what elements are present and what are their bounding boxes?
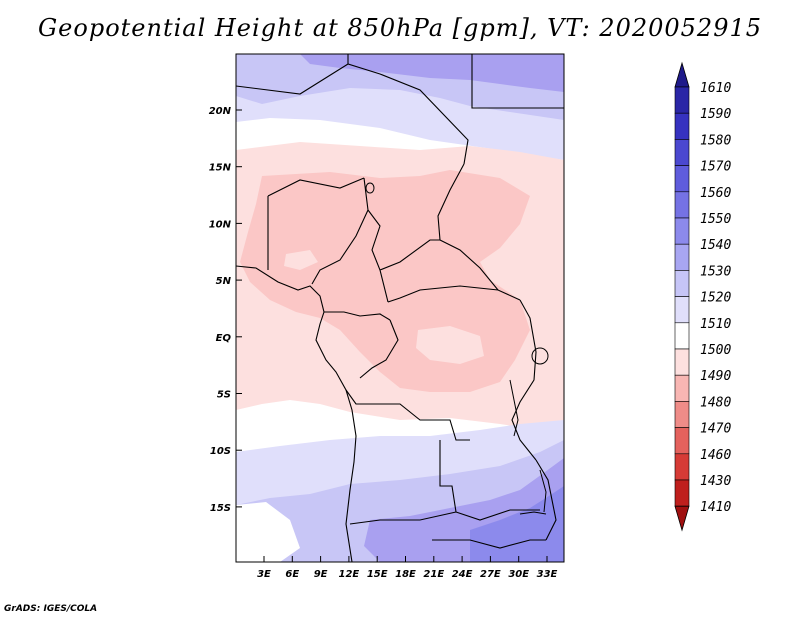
coast-west-africa <box>236 265 357 562</box>
field-north-1530 <box>300 54 564 92</box>
field-south-1540 <box>470 486 564 562</box>
colorbar-segment <box>674 270 690 297</box>
lon-label: 24E <box>452 569 473 580</box>
field-central-1490-hole2 <box>284 250 318 270</box>
colorbar-segment <box>674 86 690 114</box>
border-cameroon-gabon <box>324 311 391 321</box>
lon-label: 3E <box>257 569 271 580</box>
border-chad-cameroon <box>367 209 389 303</box>
lat-label: 10S <box>210 446 231 457</box>
colorbar-segment <box>674 401 690 428</box>
height-field <box>236 54 564 562</box>
lat-label: 5N <box>216 276 232 287</box>
lon-label: 33E <box>537 569 558 580</box>
lake-victoria <box>531 347 549 365</box>
colorbar-segment <box>674 322 690 350</box>
map-frame <box>235 53 565 563</box>
lon-label: 30E <box>508 569 529 580</box>
border-car-north <box>379 239 440 271</box>
colorbar-segment <box>674 139 690 166</box>
border-southern <box>432 539 546 549</box>
border-congo-drc <box>359 319 399 379</box>
border-car-south <box>387 285 521 303</box>
colorbar-segment <box>674 374 690 402</box>
colorbar-label: 1550 <box>700 212 731 227</box>
colorbar-label: 1480 <box>700 395 731 410</box>
border-east-africa <box>511 299 537 461</box>
lat-label: 10N <box>209 219 232 230</box>
border-nigeria-cameroon <box>311 177 369 285</box>
latitude-axis: 20N 15N 10N 5N EQ 5S 10S 15S <box>209 106 242 514</box>
colorbar-label: 1410 <box>700 500 731 515</box>
border-algeria-niger <box>236 63 469 165</box>
colorbar-segment <box>674 296 690 324</box>
lon-label: 9E <box>314 569 328 580</box>
coastline <box>236 265 357 562</box>
colorbar-segment <box>674 348 690 376</box>
lat-label: 15S <box>210 503 231 514</box>
border-zambia-zimbabwe <box>455 509 540 521</box>
border-angola-zambia <box>439 440 457 513</box>
lat-label: 20N <box>209 106 232 117</box>
colorbar-label: 1560 <box>700 186 731 201</box>
colorbar-segment <box>674 165 690 193</box>
colorbar-segment <box>674 243 690 271</box>
field-central-1490-hole <box>416 326 484 364</box>
lakes <box>365 182 549 515</box>
grads-credit: GrADS: IGES/COLA <box>4 604 98 614</box>
colorbar-label: 1500 <box>700 343 731 358</box>
colorbar-label: 1430 <box>700 474 731 489</box>
colorbar-label: 1580 <box>700 133 731 148</box>
lon-label: 15E <box>367 569 388 580</box>
colorbar-label: 1590 <box>700 107 731 122</box>
colorbar-segment <box>674 479 690 507</box>
field-south-1500-patch <box>236 502 300 562</box>
colorbar-label: 1510 <box>700 317 731 332</box>
colorbar-label: 1470 <box>700 422 731 437</box>
colorbar-label: 1610 <box>700 81 731 96</box>
colorbar-bottom-arrow <box>674 505 690 532</box>
lake-tanganyika <box>509 379 519 437</box>
colorbar-top-arrow <box>674 61 690 88</box>
lon-label: 6E <box>285 569 299 580</box>
colorbar-segment <box>674 112 690 140</box>
lat-label: 5S <box>217 390 231 401</box>
border-angola-namibia <box>349 511 457 525</box>
border-niger-nigeria <box>267 177 365 197</box>
colorbar-label: 1460 <box>700 448 731 463</box>
border-moz <box>535 459 557 541</box>
lon-label: 27E <box>480 569 501 580</box>
lat-label: EQ <box>216 333 232 344</box>
colorbar: 1610 1590 1580 1570 1560 1550 1540 1530 1520 1510… <box>674 61 731 532</box>
colorbar-segment <box>674 217 690 245</box>
lon-label: 18E <box>395 569 416 580</box>
border-drc-angola <box>345 389 470 441</box>
lon-label: 12E <box>339 569 360 580</box>
colorbar-label: 1530 <box>700 264 731 279</box>
colorbar-segment <box>674 191 690 219</box>
lake-malawi <box>539 469 547 513</box>
lat-label: 15N <box>209 163 232 174</box>
colorbar-label: 1570 <box>700 160 731 175</box>
lake-chad <box>365 182 375 194</box>
colorbar-label: 1520 <box>700 291 731 306</box>
chart-title: Geopotential Height at 850hPa [gpm], VT:… <box>38 14 762 42</box>
colorbar-segment <box>674 427 690 455</box>
lake-kariba <box>519 511 547 515</box>
colorbar-label: 1540 <box>700 238 731 253</box>
lon-label: 21E <box>423 569 444 580</box>
country-borders <box>236 54 564 549</box>
border-egypt-sudan <box>471 54 564 109</box>
longitude-axis: 3E 6E 9E 12E 15E 18E 21E 24E 27E 30E 33E <box>257 556 558 580</box>
colorbar-segment <box>674 453 690 481</box>
colorbar-label: 1490 <box>700 369 731 384</box>
